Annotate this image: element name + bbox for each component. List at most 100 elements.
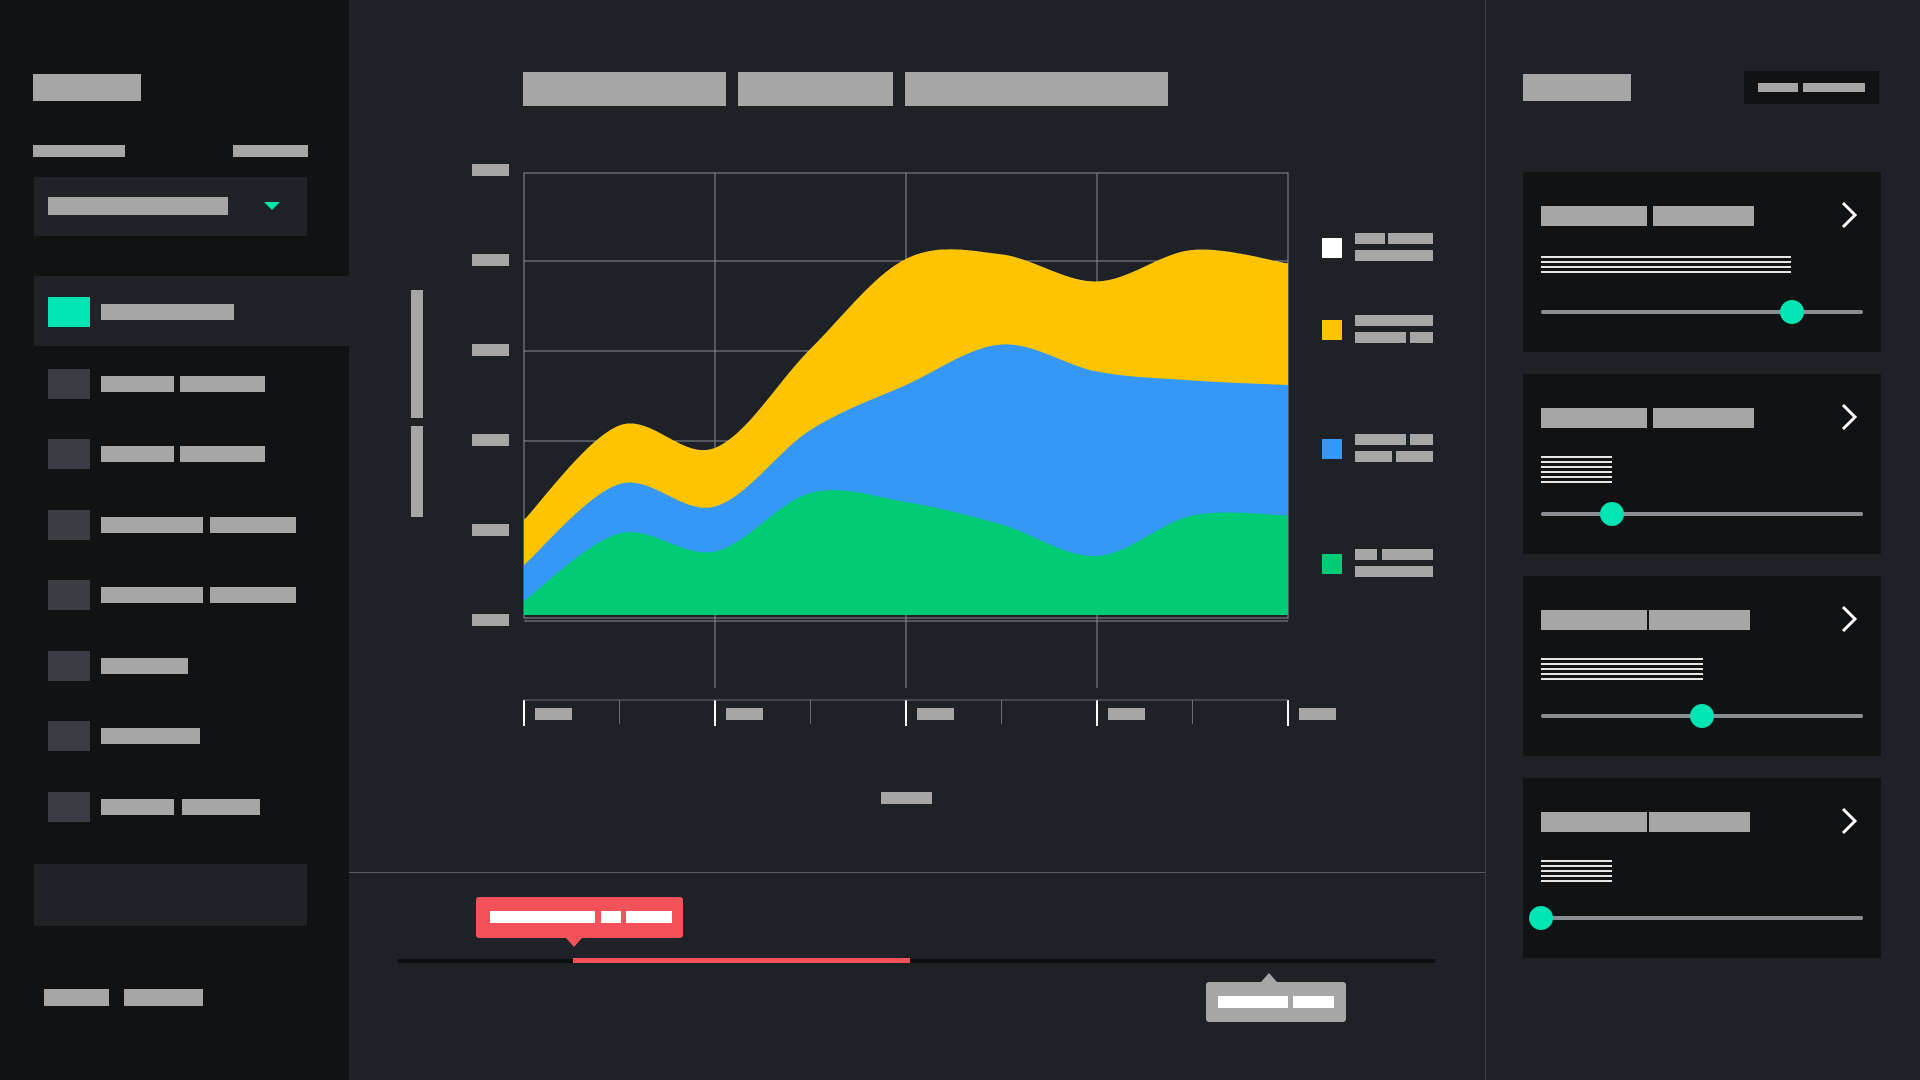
stacked-area-chart	[472, 164, 1336, 726]
sidebar-footer-panel	[34, 864, 307, 926]
y-tick-label	[472, 524, 509, 536]
x-tick-label	[1299, 708, 1336, 720]
sidebar-item-3[interactable]	[34, 418, 349, 488]
sidebar-item-5[interactable]	[34, 559, 349, 629]
sidebar-section-link[interactable]	[233, 145, 308, 157]
tooltip-text	[1218, 996, 1288, 1008]
y-tick-label	[472, 614, 509, 626]
sidebar-item-label	[101, 376, 174, 392]
tooltip-text	[1293, 996, 1334, 1008]
legend-label	[1410, 434, 1433, 445]
series-baseline	[524, 610, 1288, 615]
sidebar-item-4[interactable]	[34, 489, 349, 559]
y-axis-scroll-handle[interactable]	[411, 426, 423, 517]
sidebar-section-label	[33, 145, 125, 157]
sidebar-item-label	[101, 517, 203, 533]
setting-card	[1523, 778, 1881, 958]
main-divider	[349, 872, 1485, 873]
item-icon	[48, 580, 90, 610]
card-slider[interactable]	[1529, 906, 1863, 930]
footer-link[interactable]	[44, 989, 109, 1006]
button-label	[1803, 83, 1865, 92]
timeline-range[interactable]	[573, 958, 910, 963]
card-slider[interactable]	[1541, 704, 1863, 728]
chevron-right-icon[interactable]	[1835, 200, 1861, 230]
sidebar-item-1[interactable]	[34, 276, 349, 346]
tooltip-text	[601, 911, 621, 923]
item-icon	[48, 651, 90, 681]
legend-label	[1355, 315, 1433, 326]
chevron-right-icon[interactable]	[1835, 806, 1861, 836]
sidebar-item-7[interactable]	[34, 700, 349, 770]
sidebar-item-label	[210, 587, 296, 603]
item-icon	[48, 297, 90, 327]
legend-label	[1410, 332, 1433, 343]
card-description	[1541, 256, 1791, 276]
slider-knob[interactable]	[1690, 704, 1714, 728]
sidebar	[0, 0, 349, 1080]
footer-link[interactable]	[124, 989, 203, 1006]
slider-knob[interactable]	[1780, 300, 1805, 324]
x-axis-ticks	[523, 699, 1336, 726]
filter-dropdown[interactable]	[34, 177, 307, 236]
sidebar-item-label	[101, 728, 200, 744]
legend-label	[1388, 233, 1433, 244]
panel-title	[1523, 74, 1631, 101]
sidebar-title	[33, 74, 141, 101]
chevron-right-icon[interactable]	[1835, 604, 1861, 634]
card-description	[1541, 860, 1612, 885]
card-title	[1653, 408, 1754, 428]
sidebar-item-2[interactable]	[34, 348, 349, 418]
sidebar-item-label	[182, 799, 260, 815]
card-description	[1541, 658, 1703, 683]
legend-label	[1355, 434, 1406, 445]
button-label	[1758, 83, 1798, 92]
legend-label	[1355, 549, 1377, 560]
chart-areas	[524, 249, 1288, 615]
x-axis-label	[881, 792, 932, 804]
item-icon	[48, 510, 90, 540]
legend-label	[1382, 549, 1433, 560]
timeline-end-tooltip	[1206, 973, 1346, 1022]
card-title	[1541, 812, 1647, 832]
setting-card	[1523, 576, 1881, 756]
item-icon	[48, 369, 90, 399]
chevron-down-icon	[264, 202, 280, 210]
sidebar-item-label	[101, 446, 174, 462]
sidebar-item-label	[101, 304, 234, 320]
series-area[interactable]	[524, 344, 1288, 610]
series-area[interactable]	[524, 490, 1288, 610]
slider-knob[interactable]	[1599, 502, 1624, 526]
tooltip-arrow	[1261, 973, 1277, 982]
tooltip-text	[626, 911, 672, 923]
y-tick-label	[472, 254, 509, 266]
sidebar-item-label	[180, 446, 265, 462]
card-title	[1541, 408, 1647, 428]
x-tick-label	[726, 708, 763, 720]
dropdown-value	[48, 197, 228, 215]
sidebar-item-6[interactable]	[34, 630, 349, 700]
panel-divider	[1485, 0, 1486, 1080]
x-tick-label	[1108, 708, 1145, 720]
legend-swatch	[1322, 320, 1342, 340]
y-axis-scroll-handle[interactable]	[411, 290, 423, 418]
card-slider[interactable]	[1541, 502, 1863, 526]
tab-3[interactable]	[905, 72, 1168, 106]
legend-label	[1355, 566, 1433, 577]
panel-action-button[interactable]	[1744, 71, 1879, 104]
legend-label	[1355, 250, 1433, 261]
tab-2[interactable]	[738, 72, 893, 106]
x-tick-label	[917, 708, 954, 720]
y-tick-label	[472, 434, 509, 446]
tooltip-arrow	[566, 938, 582, 947]
chevron-right-icon[interactable]	[1835, 402, 1861, 432]
sidebar-item-8[interactable]	[34, 771, 349, 841]
slider-knob[interactable]	[1529, 906, 1553, 930]
card-title	[1541, 206, 1647, 226]
sidebar-item-label	[101, 658, 188, 674]
timeline-track[interactable]	[398, 959, 1435, 963]
tab-1[interactable]	[523, 72, 726, 106]
card-title	[1653, 206, 1754, 226]
card-description	[1541, 456, 1612, 486]
card-slider[interactable]	[1541, 300, 1863, 324]
